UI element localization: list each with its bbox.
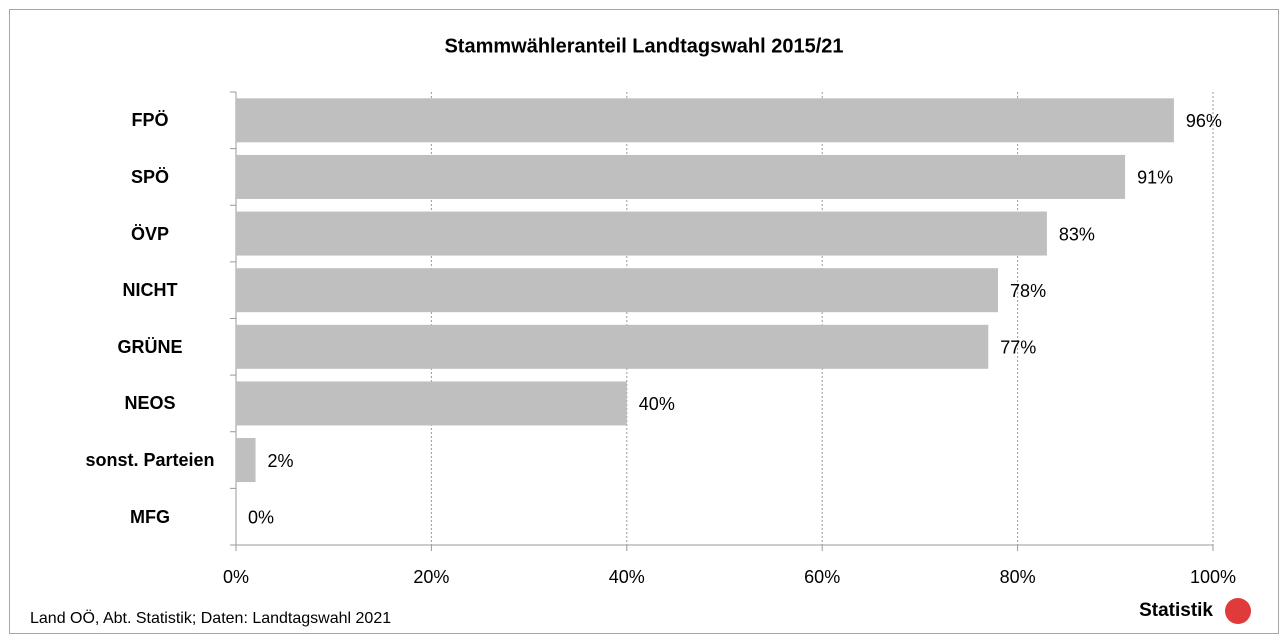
x-tick-label: 20%	[413, 567, 449, 587]
x-tick-label: 60%	[804, 567, 840, 587]
category-label: NEOS	[124, 393, 176, 414]
x-tick-label: 40%	[609, 567, 645, 587]
category-label: SPÖ	[130, 166, 169, 187]
value-label: 83%	[1059, 224, 1095, 244]
category-label: GRÜNE	[117, 336, 183, 357]
value-label: 78%	[1010, 281, 1046, 301]
bar	[236, 381, 627, 426]
category-label: sonst. Parteien	[85, 450, 215, 471]
value-label: 40%	[639, 394, 675, 414]
chart-title: Stammwähleranteil Landtagswahl 2015/21	[444, 35, 843, 57]
bar	[236, 324, 989, 369]
bar	[236, 98, 1174, 143]
logo-text: Statistik	[1139, 600, 1213, 621]
value-label: 2%	[268, 451, 294, 471]
category-label: ÖVP	[130, 223, 169, 244]
bar	[236, 154, 1126, 199]
value-label: 0%	[248, 507, 274, 527]
bar	[236, 211, 1047, 256]
category-label: MFG	[130, 506, 170, 527]
logo-icon	[1225, 598, 1251, 624]
x-tick-label: 80%	[1000, 567, 1036, 587]
category-label: NICHT	[122, 280, 178, 301]
x-tick-label: 0%	[223, 567, 249, 587]
category-label: FPÖ	[131, 110, 169, 131]
x-tick-label: 100%	[1190, 567, 1236, 587]
value-label: 96%	[1186, 111, 1222, 131]
value-label: 91%	[1137, 168, 1173, 188]
bar	[236, 268, 999, 313]
bar	[236, 438, 256, 483]
source: Land OÖ, Abt. Statistik; Daten: Landtags…	[30, 609, 391, 627]
value-label: 77%	[1000, 338, 1036, 358]
